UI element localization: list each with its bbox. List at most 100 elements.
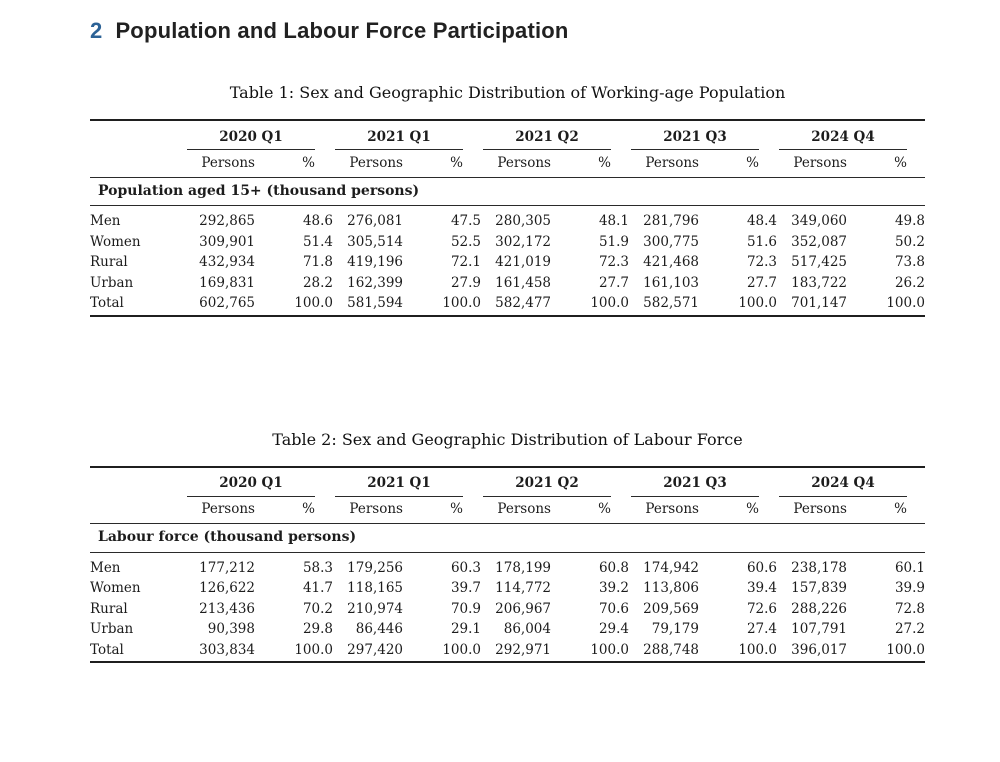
persons-cell: 432,934	[199, 254, 255, 270]
persons-cell: 302,172	[495, 233, 551, 250]
persons-cell: 206,967	[495, 600, 551, 617]
persons-cell: 79,179	[651, 621, 699, 637]
quarter-label: 2021 Q1	[335, 469, 463, 497]
quarter-label: 2021 Q3	[631, 123, 759, 150]
persons-cell: 161,458	[495, 274, 551, 291]
persons-cell: 288,226	[791, 600, 847, 617]
quarter-label: 2021 Q3	[631, 469, 759, 497]
percent-cell: 70.6	[598, 600, 629, 617]
persons-cell: 305,514	[347, 233, 403, 250]
persons-cell: 303,834	[199, 641, 255, 658]
persons-cell: 90,398	[207, 621, 255, 637]
quarter-label: 2020 Q1	[187, 469, 315, 497]
percent-cell: 100.0	[442, 295, 481, 311]
percent-column-header: %	[551, 150, 629, 178]
section-number: 2	[90, 18, 103, 43]
persons-column-header: Persons	[185, 150, 255, 178]
quarter-header-row: 2020 Q1 2021 Q1 2021 Q2 2021 Q3 2024 Q4	[90, 120, 925, 150]
section-header-row: Population aged 15+ (thousand persons)	[90, 177, 925, 206]
percent-cell: 39.9	[894, 580, 925, 596]
persons-cell: 183,722	[791, 274, 847, 291]
percent-cell: 27.9	[450, 274, 481, 291]
percent-column-header: %	[403, 496, 481, 524]
persons-cell: 280,305	[495, 213, 551, 229]
table-row: Women 309,901 51.4 305,514 52.5 302,172 51.9 30…	[90, 233, 925, 254]
quarter-header-cell: 2021 Q1	[333, 120, 481, 150]
subheader-row: Persons% Persons% Persons% Persons% Persons%	[90, 496, 925, 524]
quarter-label: 2021 Q2	[483, 123, 611, 150]
percent-cell: 100.0	[886, 641, 925, 658]
percent-cell: 47.5	[450, 213, 481, 229]
persons-cell: 419,196	[347, 254, 403, 270]
quarter-header-cell: 2021 Q2	[481, 467, 629, 497]
persons-cell: 174,942	[643, 559, 699, 576]
table-row: Urban 169,831 28.2 162,399 27.9 161,458 27.7 16…	[90, 274, 925, 295]
persons-cell: 582,477	[495, 295, 551, 311]
quarter-header-cell: 2024 Q4	[777, 120, 925, 150]
row-label: Urban	[90, 621, 134, 637]
persons-cell: 157,839	[791, 580, 847, 596]
quarter-header-cell: 2021 Q1	[333, 467, 481, 497]
persons-column-header: Persons	[777, 496, 847, 524]
persons-cell: 281,796	[643, 213, 699, 229]
persons-column-header: Persons	[333, 150, 403, 178]
persons-cell: 352,087	[791, 233, 847, 250]
percent-column-header: %	[255, 496, 333, 524]
subheader-row: Persons% Persons% Persons% Persons% Persons%	[90, 150, 925, 178]
percent-cell: 72.6	[746, 600, 777, 617]
percent-cell: 72.8	[894, 600, 925, 617]
persons-cell: 238,178	[791, 559, 847, 576]
persons-cell: 107,791	[791, 621, 847, 637]
row-label: Total	[90, 295, 124, 311]
persons-cell: 177,212	[199, 559, 255, 576]
persons-cell: 300,775	[643, 233, 699, 250]
percent-cell: 48.4	[746, 213, 777, 229]
row-label: Women	[90, 580, 141, 596]
persons-column-header: Persons	[777, 150, 847, 178]
percent-column-header: %	[255, 150, 333, 178]
persons-column-header: Persons	[481, 150, 551, 178]
persons-cell: 396,017	[791, 641, 847, 658]
quarter-header-cell: 2021 Q2	[481, 120, 629, 150]
row-label: Women	[90, 233, 141, 250]
persons-cell: 113,806	[643, 580, 699, 596]
percent-column-header: %	[403, 150, 481, 178]
percent-cell: 71.8	[302, 254, 333, 270]
persons-column-header: Persons	[629, 150, 699, 178]
persons-cell: 309,901	[199, 233, 255, 250]
percent-cell: 100.0	[294, 641, 333, 658]
persons-cell: 581,594	[347, 295, 403, 311]
quarter-header-row: 2020 Q1 2021 Q1 2021 Q2 2021 Q3 2024 Q4	[90, 467, 925, 497]
section-title: Population and Labour Force Participatio…	[115, 18, 569, 43]
percent-cell: 70.2	[302, 600, 333, 617]
percent-cell: 51.6	[746, 233, 777, 250]
persons-cell: 421,468	[643, 254, 699, 270]
table-row: Women 126,622 41.7 118,165 39.7 114,772 39.2 11…	[90, 579, 925, 600]
percent-cell: 27.7	[598, 274, 629, 291]
percent-cell: 51.4	[302, 233, 333, 250]
persons-cell: 292,865	[199, 213, 255, 229]
row-label: Urban	[90, 274, 134, 291]
table-1-working-age-population: 2020 Q1 2021 Q1 2021 Q2 2021 Q3 2024 Q4 Perso…	[90, 119, 925, 317]
percent-cell: 58.3	[302, 559, 333, 576]
section-header-row: Labour force (thousand persons)	[90, 523, 925, 553]
persons-cell: 169,831	[199, 274, 255, 291]
row-label: Rural	[90, 254, 128, 270]
quarter-header-cell: 2020 Q1	[185, 120, 333, 150]
percent-cell: 72.3	[598, 254, 629, 270]
corner-cell	[90, 467, 185, 497]
quarter-label: 2021 Q1	[335, 123, 463, 150]
percent-cell: 50.2	[894, 233, 925, 250]
persons-cell: 86,446	[355, 621, 403, 637]
percent-cell: 60.6	[746, 559, 777, 576]
percent-cell: 51.9	[598, 233, 629, 250]
corner-cell	[90, 496, 185, 524]
percent-cell: 70.9	[450, 600, 481, 617]
persons-cell: 161,103	[643, 274, 699, 291]
percent-cell: 28.2	[302, 274, 333, 291]
percent-column-header: %	[551, 496, 629, 524]
persons-cell: 292,971	[495, 641, 551, 658]
table-row: Men 177,212 58.3 179,256 60.3 178,199 60.8 174,…	[90, 552, 925, 579]
quarter-label: 2020 Q1	[187, 123, 315, 150]
persons-column-header: Persons	[629, 496, 699, 524]
